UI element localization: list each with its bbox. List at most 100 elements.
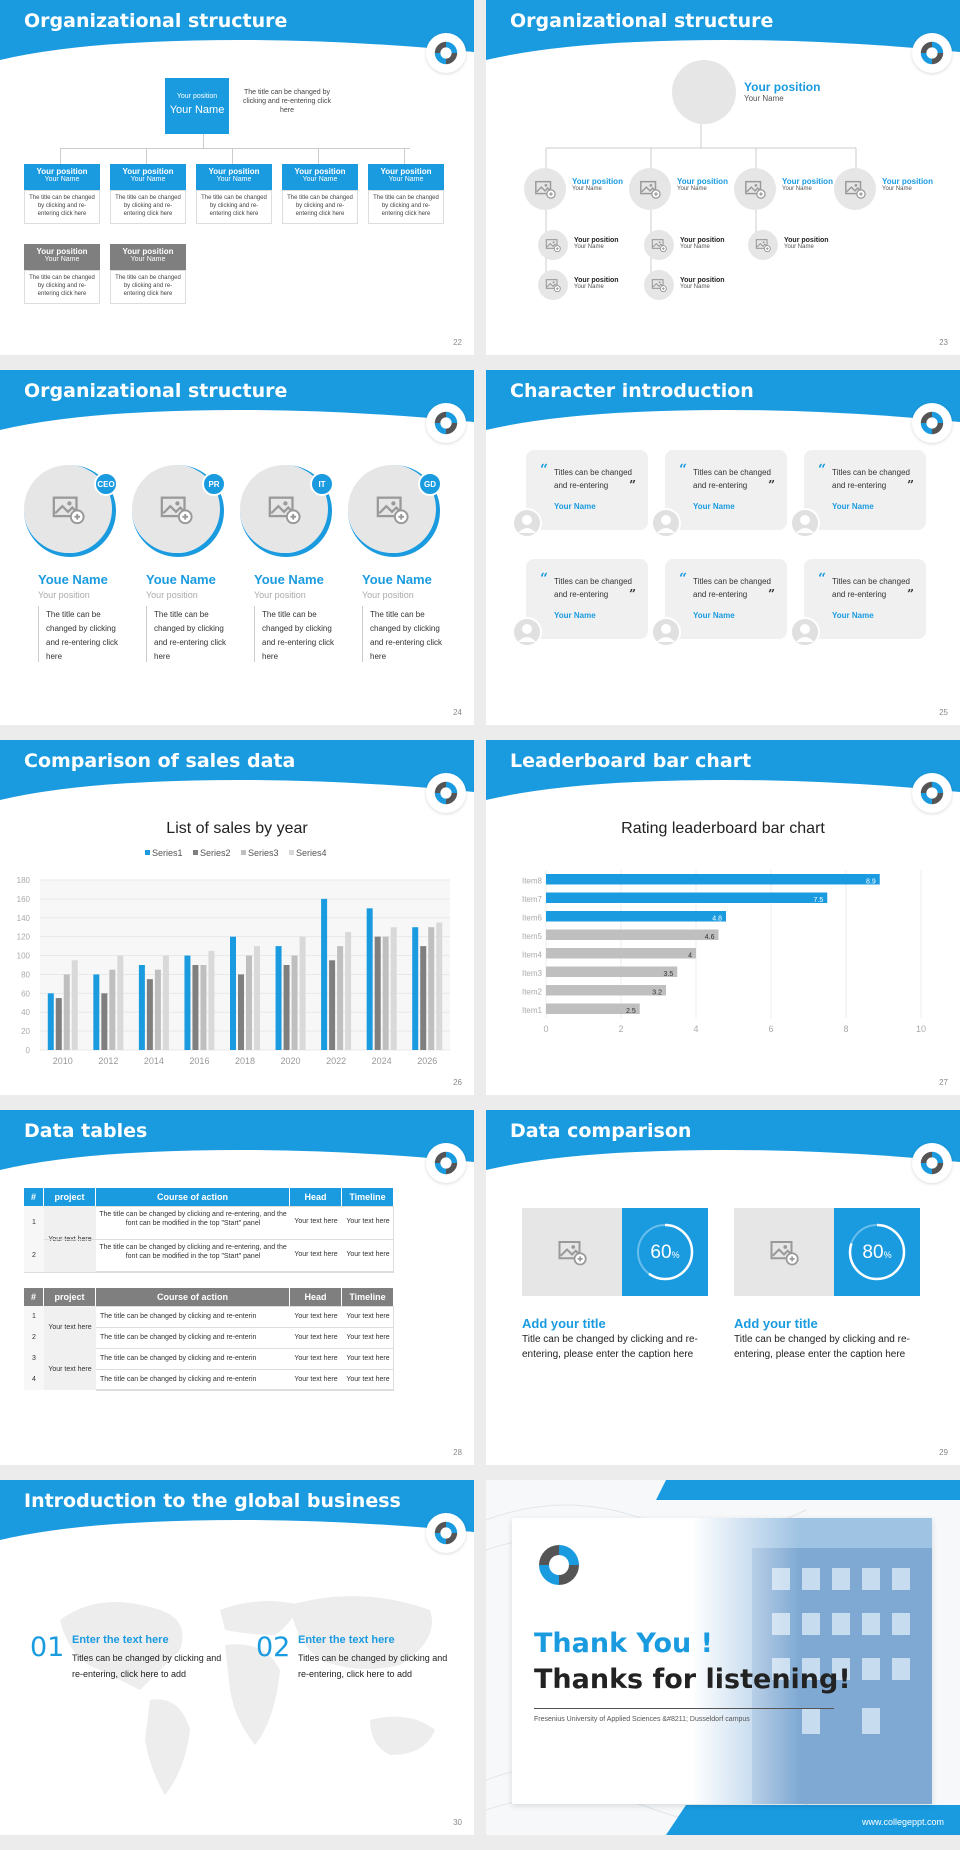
divider: [38, 606, 39, 662]
bar: [230, 936, 236, 1050]
role-badge: PR: [202, 472, 226, 496]
row-divider: [96, 1327, 394, 1328]
slide-header: [486, 0, 960, 60]
photo-ring: [348, 465, 440, 557]
y-tick-label: 40: [21, 1008, 30, 1017]
top-position-box[interactable]: Your position Your Name: [165, 78, 229, 134]
person-name: Youe Name: [362, 572, 432, 587]
slide-23[interactable]: Organizational structure Your position Y…: [486, 0, 960, 355]
thanks-heading: Thanks for listening!: [534, 1664, 851, 1695]
quote-close-icon: ”: [907, 587, 914, 601]
x-tick-label: 2014: [144, 1056, 164, 1066]
slide-22[interactable]: Organizational structure Your position Y…: [0, 0, 474, 355]
person-position: Your position: [362, 590, 414, 600]
page-number: 23: [939, 338, 948, 347]
level2-label: Your position Your Name: [782, 177, 833, 192]
bar: [192, 965, 199, 1050]
row-timeline: Your text here: [346, 1376, 390, 1383]
image-placeholder-icon[interactable]: [734, 168, 776, 210]
slide-30[interactable]: Introduction to the global business 01 En…: [0, 1480, 474, 1835]
org-box-blue[interactable]: Your position Your Name: [196, 164, 272, 190]
image-placeholder-icon[interactable]: [538, 270, 568, 300]
image-placeholder-icon[interactable]: [748, 230, 778, 260]
image-placeholder-icon[interactable]: [522, 1208, 622, 1296]
y-tick-label: 120: [17, 933, 31, 942]
quote-open-icon: “: [540, 462, 549, 478]
x-tick-label: 2: [618, 1024, 623, 1034]
quote-text: Titles can be changed and re-entering: [832, 468, 910, 490]
image-placeholder-icon[interactable]: [834, 168, 876, 210]
quote-card[interactable]: “ Titles can be changed and re-entering” Y…: [526, 450, 648, 530]
table-header-cell: Timeline: [342, 1188, 394, 1206]
org-position: Your position: [36, 247, 88, 256]
quote-card[interactable]: “ Titles can be changed and re-entering” Y…: [804, 450, 926, 530]
person-position: Your position: [38, 590, 90, 600]
org-desc: The title can be changed by clicking and…: [110, 270, 186, 304]
slide-26[interactable]: Comparison of sales data List of sales b…: [0, 740, 474, 1095]
quote-card[interactable]: “ Titles can be changed and re-entering” Y…: [804, 559, 926, 639]
image-placeholder-icon[interactable]: [672, 60, 736, 124]
y-tick-label: Item3: [522, 969, 543, 978]
chart-title: Rating leaderboard bar chart: [621, 820, 825, 837]
x-tick-label: 8: [843, 1024, 848, 1034]
legend-swatch: [289, 850, 294, 855]
quote-name: Your Name: [832, 611, 874, 620]
item-desc: Titles can be changed by clicking and re…: [298, 1653, 448, 1679]
org-position: Your position: [36, 167, 88, 176]
image-placeholder-icon[interactable]: [538, 230, 568, 260]
org-box-blue[interactable]: Your position Your Name: [110, 164, 186, 190]
card-title: Add your title: [522, 1316, 606, 1331]
slide-25[interactable]: Character introduction “ Titles can be ch…: [486, 370, 960, 725]
org-position: Your position: [122, 167, 174, 176]
org-box-gray[interactable]: Your position Your Name: [110, 244, 186, 270]
building-photo: [692, 1518, 932, 1804]
image-placeholder-icon[interactable]: [644, 230, 674, 260]
progress-panel: 60%: [622, 1208, 708, 1296]
org-box-blue[interactable]: Your position Your Name: [24, 164, 100, 190]
image-placeholder-icon[interactable]: [644, 270, 674, 300]
x-tick-label: 2022: [326, 1056, 346, 1066]
slide-31[interactable]: Thank You ! Thanks for listening! Fresen…: [486, 1480, 960, 1835]
bar: [283, 965, 290, 1050]
quote-card[interactable]: “ Titles can be changed and re-entering” Y…: [665, 450, 787, 530]
image-placeholder-icon[interactable]: [734, 1208, 834, 1296]
org-box-blue[interactable]: Your position Your Name: [368, 164, 444, 190]
org-box-gray[interactable]: Your position Your Name: [24, 244, 100, 270]
bar: [546, 874, 880, 885]
thank-you-heading: Thank You !: [534, 1628, 713, 1659]
quote-card[interactable]: “ Titles can be changed and re-entering” Y…: [665, 559, 787, 639]
slide-28[interactable]: Data tables # project Course of action Head…: [0, 1110, 474, 1465]
role-badge: IT: [310, 472, 334, 496]
table-header-cell: Timeline: [342, 1288, 394, 1306]
website-link[interactable]: www.collegeppt.com: [861, 1817, 944, 1827]
org-desc: The title can be changed by clicking and…: [196, 190, 272, 224]
level3-label: Your position Your Name: [680, 237, 725, 250]
divider: [362, 606, 363, 662]
row-number: 2: [24, 1327, 44, 1348]
org-box-blue[interactable]: Your position Your Name: [282, 164, 358, 190]
slide-header: [0, 1480, 474, 1540]
slide-title: Organizational structure: [24, 380, 288, 402]
slide-header: [486, 370, 960, 430]
row-action: The title can be changed by clicking and…: [100, 1334, 257, 1341]
quote-close-icon: ”: [768, 478, 775, 492]
slide-27[interactable]: Leaderboard bar chart Rating leaderboard…: [486, 740, 960, 1095]
org-name: Your Name: [44, 256, 80, 263]
quote-text: Titles can be changed and re-entering: [832, 577, 910, 599]
image-placeholder-icon[interactable]: [524, 168, 566, 210]
quote-card[interactable]: “ Titles can be changed and re-entering” Y…: [526, 559, 648, 639]
page-number: 27: [939, 1078, 948, 1087]
slide-24[interactable]: Organizational structure CEO Youe Name You…: [0, 370, 474, 725]
slide-29[interactable]: Data comparison 60% Add your title Title c…: [486, 1110, 960, 1465]
caption-text: Fresenius University of Applied Sciences…: [534, 1716, 750, 1723]
legend-label: Series4: [296, 848, 327, 858]
x-tick-label: 4: [693, 1024, 698, 1034]
page-number: 26: [453, 1078, 462, 1087]
y-tick-label: 80: [21, 970, 30, 979]
connector-line: [203, 134, 204, 148]
logo-icon: [426, 1143, 466, 1183]
image-placeholder-icon[interactable]: [24, 465, 112, 553]
image-placeholder-icon[interactable]: [629, 168, 671, 210]
page-number: 22: [453, 338, 462, 347]
slide-header: [486, 1110, 960, 1170]
